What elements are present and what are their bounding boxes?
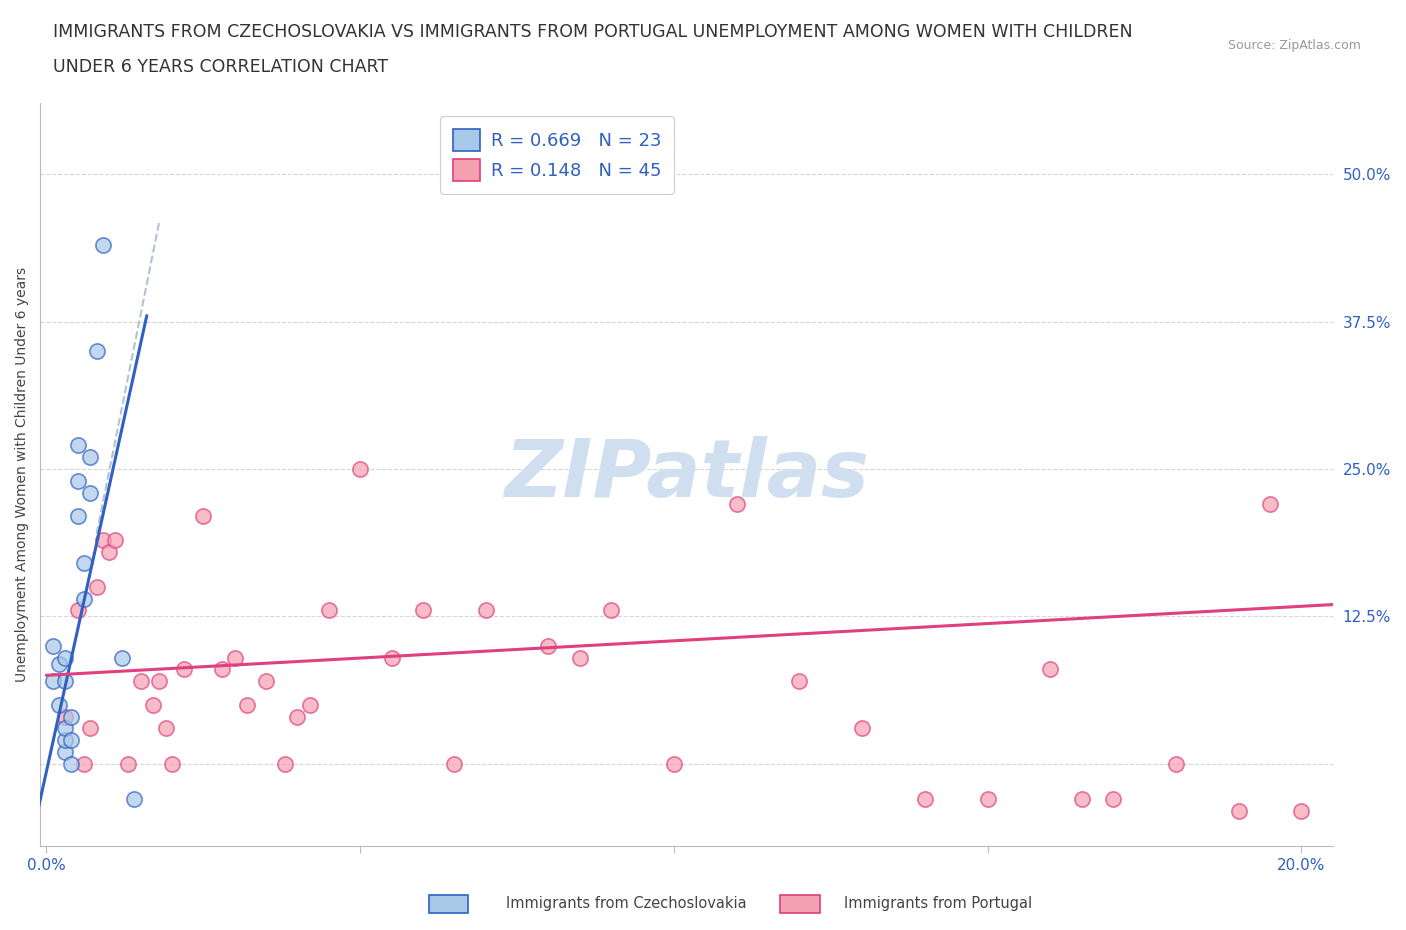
Text: Immigrants from Czechoslovakia: Immigrants from Czechoslovakia — [506, 897, 747, 911]
Point — [91, 532, 114, 547]
Text: IMMIGRANTS FROM CZECHOSLOVAKIA VS IMMIGRANTS FROM PORTUGAL UNEMPLOYMENT AMONG WO: IMMIGRANTS FROM CZECHOSLOVAKIA VS IMMIGR… — [53, 23, 1133, 41]
Point — [148, 674, 170, 689]
Point — [298, 698, 321, 712]
Point — [66, 473, 89, 488]
Point — [789, 674, 811, 689]
Point — [318, 603, 340, 618]
Point — [1164, 756, 1187, 771]
Point — [53, 710, 76, 724]
Text: UNDER 6 YEARS CORRELATION CHART: UNDER 6 YEARS CORRELATION CHART — [53, 58, 388, 75]
Point — [111, 650, 134, 665]
Point — [193, 509, 215, 524]
Text: Source: ZipAtlas.com: Source: ZipAtlas.com — [1227, 39, 1361, 52]
Point — [380, 650, 402, 665]
Point — [53, 650, 76, 665]
Text: Immigrants from Portugal: Immigrants from Portugal — [844, 897, 1032, 911]
Point — [1102, 791, 1125, 806]
Point — [155, 721, 177, 736]
Text: ZIPatlas: ZIPatlas — [503, 436, 869, 514]
Point — [349, 461, 371, 476]
Point — [60, 733, 83, 748]
Point — [287, 710, 309, 724]
Point — [274, 756, 297, 771]
Point — [53, 674, 76, 689]
Point — [224, 650, 246, 665]
Point — [86, 579, 108, 594]
Point — [79, 721, 101, 736]
Point — [79, 485, 101, 500]
Point — [1227, 804, 1250, 818]
Point — [53, 721, 76, 736]
Point — [117, 756, 139, 771]
Point — [976, 791, 998, 806]
Point — [60, 756, 83, 771]
Point — [914, 791, 936, 806]
Point — [725, 497, 748, 512]
Point — [41, 674, 63, 689]
Point — [73, 591, 96, 606]
Point — [53, 745, 76, 760]
Point — [412, 603, 434, 618]
Point — [236, 698, 259, 712]
Point — [537, 638, 560, 653]
Point — [443, 756, 465, 771]
Point — [1070, 791, 1092, 806]
Point — [1291, 804, 1313, 818]
Point — [53, 733, 76, 748]
Point — [173, 662, 195, 677]
Point — [60, 710, 83, 724]
Point — [66, 438, 89, 453]
Point — [129, 674, 152, 689]
Point — [254, 674, 277, 689]
Point — [48, 698, 70, 712]
Point — [66, 603, 89, 618]
Point — [122, 791, 145, 806]
Point — [662, 756, 685, 771]
Point — [142, 698, 165, 712]
Point — [211, 662, 233, 677]
Point — [600, 603, 623, 618]
Point — [851, 721, 873, 736]
Point — [41, 638, 63, 653]
Point — [91, 237, 114, 252]
Point — [160, 756, 183, 771]
Point — [568, 650, 591, 665]
Point — [98, 544, 121, 559]
Point — [474, 603, 496, 618]
Point — [1039, 662, 1062, 677]
Point — [1258, 497, 1281, 512]
Legend: R = 0.669   N = 23, R = 0.148   N = 45: R = 0.669 N = 23, R = 0.148 N = 45 — [440, 116, 673, 193]
Point — [73, 556, 96, 571]
Point — [79, 450, 101, 465]
Y-axis label: Unemployment Among Women with Children Under 6 years: Unemployment Among Women with Children U… — [15, 267, 30, 683]
Point — [104, 532, 127, 547]
Point — [66, 509, 89, 524]
Point — [48, 656, 70, 671]
Point — [86, 343, 108, 358]
Point — [73, 756, 96, 771]
